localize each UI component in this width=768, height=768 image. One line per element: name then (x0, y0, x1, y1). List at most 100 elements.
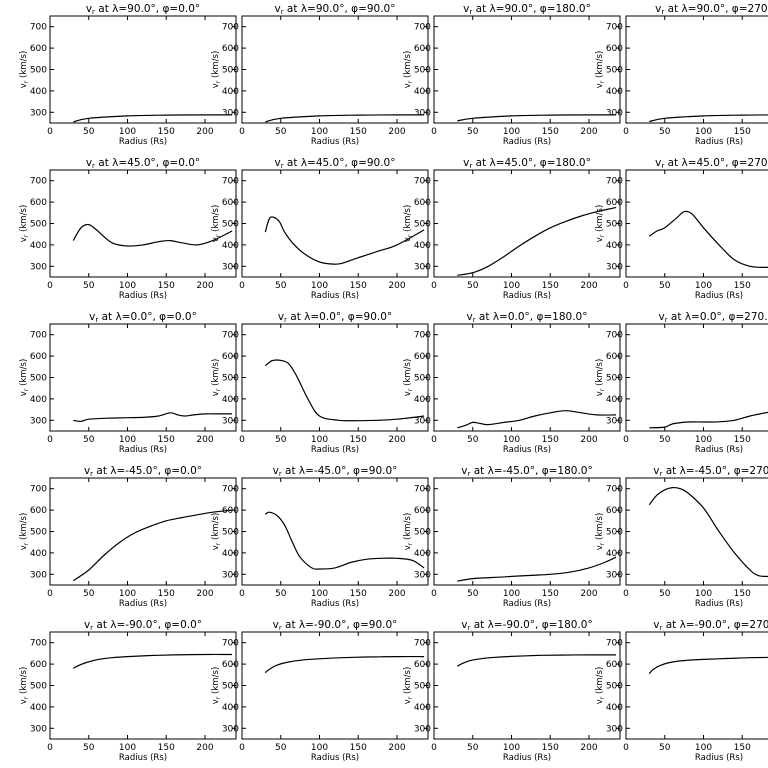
x-tick-label: 150 (734, 281, 751, 291)
x-tick-label: 200 (580, 435, 597, 445)
y-tick-label: 600 (222, 506, 239, 516)
subplot: vr at λ=90.0°, φ=270.0°05010015020030040… (595, 3, 768, 147)
x-tick-label: 200 (388, 589, 405, 599)
subplot: vr at λ=-90.0°, φ=0.0° 0 50 100 150 200 300 400… (19, 619, 237, 763)
subplot-title: vr at λ=-90.0°, φ=0.0° (84, 619, 202, 632)
y-tick-label: 400 (30, 395, 47, 405)
subplot-title: vr at λ=-45.0°, φ=0.0° (84, 465, 202, 478)
y-tick-label: 600 (30, 506, 47, 516)
y-tick-label: 500 (30, 682, 47, 692)
velocity-curve (264, 655, 425, 674)
x-tick-label: 50 (83, 743, 95, 753)
subplot-title: vr at λ=90.0°, φ=0.0° (86, 3, 200, 16)
y-tick-label: 400 (222, 549, 239, 559)
y-tick-label: 600 (606, 198, 623, 208)
y-tick-label: 300 (606, 262, 623, 272)
x-tick-label: 150 (158, 127, 175, 137)
x-tick-label: 100 (311, 589, 328, 599)
y-tick-label: 700 (222, 485, 239, 495)
y-tick-label: 500 (414, 528, 431, 538)
subplot-title: vr at λ=0.0°, φ=0.0° (89, 311, 197, 324)
y-tick-label: 700 (30, 639, 47, 649)
x-tick-label: 50 (659, 127, 671, 137)
y-tick-label: 600 (222, 352, 239, 362)
x-tick-label: 100 (311, 435, 328, 445)
y-axis-label: vr (km/s) (403, 51, 414, 89)
x-tick-label: 50 (467, 281, 479, 291)
subplot: vr at λ=-90.0°, φ=180.0° 0 50 100 150 200 300 4… (403, 619, 621, 763)
y-tick-label: 300 (606, 108, 623, 118)
velocity-curve (457, 654, 617, 667)
velocity-curve (73, 412, 233, 423)
x-tick-label: 100 (311, 281, 328, 291)
y-tick-label: 300 (30, 724, 47, 734)
y-tick-label: 300 (222, 724, 239, 734)
velocity-curve (457, 410, 617, 429)
y-axis-label: vr (km/s) (19, 667, 30, 705)
y-tick-label: 500 (222, 528, 239, 538)
y-tick-label: 400 (30, 241, 47, 251)
subplot-title: vr at λ=0.0°, φ=180.0° (466, 311, 587, 324)
y-tick-label: 400 (414, 87, 431, 97)
velocity-curve (73, 114, 233, 123)
y-tick-label: 300 (414, 108, 431, 118)
y-axis-label: vr (km/s) (211, 667, 222, 705)
x-tick-label: 150 (734, 743, 751, 753)
x-tick-label: 200 (580, 589, 597, 599)
y-tick-label: 300 (606, 570, 623, 580)
x-tick-label: 150 (542, 435, 559, 445)
subplot: vr at λ=90.0°, φ=180.0° 0 50 100 150 200 300 40… (403, 3, 621, 147)
x-tick-label: 100 (503, 281, 520, 291)
velocity-curve (457, 556, 617, 582)
x-tick-label: 0 (431, 127, 437, 137)
subplot-title: vr at λ=0.0°, φ=90.0° (278, 311, 392, 324)
y-axis-label: vr (km/s) (211, 51, 222, 89)
velocity-curve (649, 411, 768, 429)
subplot-title: vr at λ=45.0°, φ=0.0° (86, 157, 200, 170)
y-tick-label: 600 (606, 352, 623, 362)
plot-frame (241, 323, 429, 432)
x-axis-label: Radius (Rs) (119, 137, 167, 147)
velocity-curve (264, 359, 425, 422)
y-tick-label: 500 (414, 66, 431, 76)
y-tick-label: 700 (222, 639, 239, 649)
y-tick-label: 500 (414, 220, 431, 230)
velocity-curve (648, 656, 768, 675)
x-tick-label: 50 (467, 589, 479, 599)
x-tick-label: 50 (83, 589, 95, 599)
y-tick-label: 700 (30, 23, 47, 33)
x-tick-label: 150 (734, 127, 751, 137)
x-tick-label: 200 (196, 743, 213, 753)
x-axis-label: Radius (Rs) (503, 137, 551, 147)
x-tick-label: 50 (659, 589, 671, 599)
x-tick-label: 150 (350, 589, 367, 599)
subplot: vr at λ=-45.0°, φ=90.0° 0 50 100 150 200 300 40… (211, 465, 429, 609)
velocity-curve (72, 653, 233, 669)
velocity-curve (648, 210, 768, 268)
y-tick-label: 300 (606, 724, 623, 734)
x-tick-label: 50 (467, 435, 479, 445)
y-tick-label: 300 (30, 262, 47, 272)
y-tick-label: 400 (606, 703, 623, 713)
plot-frame (49, 631, 237, 740)
y-tick-label: 300 (222, 570, 239, 580)
y-axis-label: vr (km/s) (403, 359, 414, 397)
x-tick-label: 200 (196, 127, 213, 137)
x-tick-label: 50 (467, 743, 479, 753)
x-tick-label: 100 (503, 127, 520, 137)
y-tick-label: 700 (414, 331, 431, 341)
subplot: vr at λ=-45.0°, φ=270.0°0501001502003004… (595, 465, 768, 609)
y-axis-label: vr (km/s) (211, 205, 222, 243)
y-tick-label: 600 (606, 44, 623, 54)
x-tick-label: 100 (695, 127, 712, 137)
velocity-curve (264, 216, 425, 265)
x-axis-label: Radius (Rs) (503, 445, 551, 455)
y-tick-label: 700 (606, 331, 623, 341)
x-axis-label: Radius (Rs) (695, 599, 743, 609)
subplot-title: vr at λ=90.0°, φ=270.0° (655, 3, 768, 16)
y-tick-label: 400 (222, 87, 239, 97)
y-tick-label: 300 (606, 416, 623, 426)
y-tick-label: 500 (606, 66, 623, 76)
x-tick-label: 200 (388, 127, 405, 137)
subplot: vr at λ=90.0°, φ=90.0° 0 50 100 150 200 300 400… (211, 3, 429, 147)
